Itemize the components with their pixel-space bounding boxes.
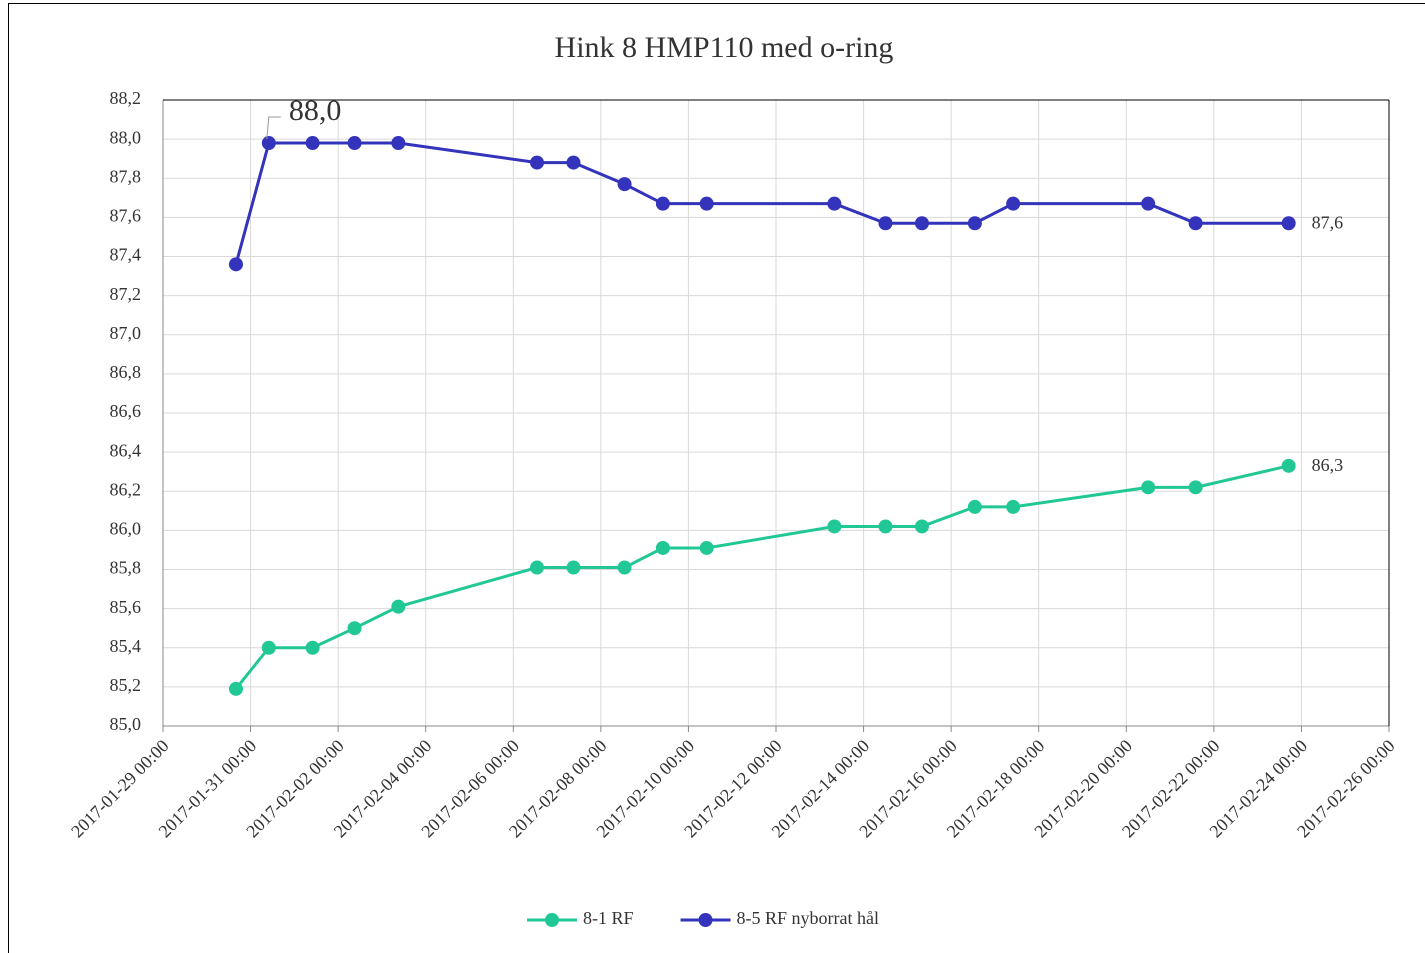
data-point — [699, 196, 714, 211]
chart-title: Hink 8 HMP110 med o-ring — [555, 31, 894, 64]
data-point — [617, 560, 632, 575]
data-point — [347, 136, 362, 151]
y-tick-label: 85,6 — [110, 597, 142, 617]
data-point — [391, 136, 406, 151]
data-point — [827, 196, 842, 211]
data-point — [391, 599, 406, 614]
y-tick-label: 87,2 — [110, 284, 142, 304]
y-tick-label: 88,0 — [110, 127, 142, 147]
data-point — [1281, 458, 1296, 473]
data-point — [1006, 499, 1021, 514]
data-point — [827, 519, 842, 534]
y-tick-label: 87,4 — [110, 245, 142, 265]
data-point — [699, 540, 714, 555]
data-label: 86,3 — [1312, 455, 1344, 475]
y-tick-label: 86,4 — [110, 440, 142, 460]
data-point — [1006, 196, 1021, 211]
y-tick-label: 85,0 — [110, 714, 142, 734]
data-point — [261, 640, 276, 655]
data-point — [566, 560, 581, 575]
data-point — [967, 499, 982, 514]
data-point — [228, 257, 243, 272]
data-label: 88,0 — [289, 94, 342, 127]
data-point — [1281, 216, 1296, 231]
chart-frame — [8, 3, 1425, 953]
data-point — [967, 216, 982, 231]
y-tick-label: 87,0 — [110, 323, 142, 343]
data-point — [305, 136, 320, 151]
data-point — [347, 621, 362, 636]
data-point — [566, 155, 581, 170]
y-tick-label: 85,8 — [110, 558, 142, 578]
data-point — [305, 640, 320, 655]
data-label: 87,6 — [1312, 212, 1344, 232]
data-point — [1141, 480, 1156, 495]
leader-line — [266, 116, 281, 140]
data-point — [228, 681, 243, 696]
y-tick-label: 86,0 — [110, 519, 142, 539]
y-tick-label: 85,4 — [110, 636, 142, 656]
y-tick-label: 86,8 — [110, 362, 142, 382]
data-point — [878, 519, 893, 534]
data-point — [1188, 480, 1203, 495]
data-point — [1141, 196, 1156, 211]
y-tick-label: 87,8 — [110, 166, 142, 186]
y-tick-label: 88,2 — [110, 88, 142, 108]
data-point — [530, 155, 545, 170]
series-line — [234, 464, 1289, 690]
data-point — [1188, 216, 1203, 231]
y-tick-label: 86,2 — [110, 479, 142, 499]
data-point — [530, 560, 545, 575]
data-point — [914, 216, 929, 231]
legend-marker — [698, 913, 713, 927]
data-point — [655, 540, 670, 555]
legend-label: 8-1 RF — [583, 908, 634, 928]
y-tick-label: 85,2 — [110, 675, 142, 695]
data-point — [655, 196, 670, 211]
y-tick-label: 86,6 — [110, 401, 142, 421]
legend-label: 8-5 RF nyborrat hål — [737, 908, 879, 928]
data-point — [914, 519, 929, 534]
data-point — [261, 136, 276, 151]
y-tick-label: 87,6 — [110, 206, 142, 226]
data-point — [617, 177, 632, 192]
legend-marker — [545, 913, 559, 927]
data-point — [878, 216, 893, 231]
